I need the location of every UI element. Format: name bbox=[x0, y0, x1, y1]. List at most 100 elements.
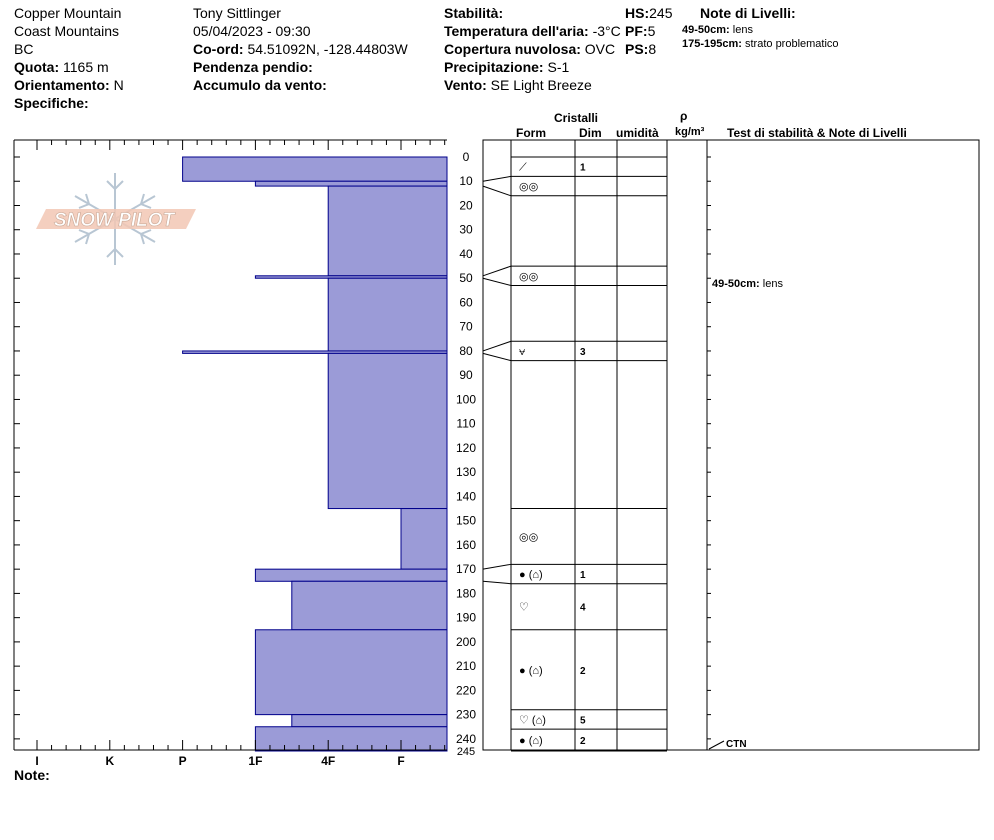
depth-tick-label: 200 bbox=[456, 635, 476, 649]
depth-tick-label: 10 bbox=[459, 174, 473, 188]
air-temp-value: -3°C bbox=[592, 23, 621, 39]
coordinates-row: Co-ord: 54.51092N, -128.44803W bbox=[193, 41, 408, 57]
size-header: Dim bbox=[579, 126, 602, 140]
depth-tick-label: 60 bbox=[459, 295, 473, 309]
observer-name: Tony Sittlinger bbox=[193, 5, 281, 21]
hardness-layer-bar bbox=[291, 580, 448, 631]
hardness-tick-label: K bbox=[105, 754, 114, 768]
hardness-tick-label: 4F bbox=[321, 754, 335, 768]
hardness-layer-bar bbox=[291, 714, 448, 728]
depth-tick-label: 230 bbox=[456, 708, 476, 722]
depth-tick-label: 20 bbox=[459, 198, 473, 212]
crystal-size-label: 2 bbox=[580, 666, 586, 677]
depth-tick-label: 240 bbox=[456, 732, 476, 746]
layer-connector-line bbox=[482, 185, 512, 197]
crystal-form-symbol: ◎◎ bbox=[519, 531, 538, 543]
elevation-row: Quota: 1165 m bbox=[14, 59, 109, 75]
layer-note-range: 175-195cm: bbox=[682, 38, 742, 50]
depth-tick-label: 50 bbox=[459, 271, 473, 285]
ps-label: PS: bbox=[625, 41, 649, 57]
crystals-header: Cristalli bbox=[554, 111, 599, 125]
layer-note-1: 49-50cm: lens bbox=[682, 24, 753, 37]
hardness-tick-label: I bbox=[35, 754, 38, 768]
notes-label: Note: bbox=[14, 767, 50, 783]
crystal-size-label: 1 bbox=[580, 570, 586, 581]
stability-test-label: CTN bbox=[726, 739, 747, 750]
hardness-layer-bar bbox=[182, 350, 448, 354]
observation-datetime: 05/04/2023 - 09:30 bbox=[193, 23, 311, 39]
coord-value: 54.51092N, -128.44803W bbox=[247, 41, 408, 57]
hardness-tick-label: P bbox=[179, 754, 187, 768]
depth-tick-label: 30 bbox=[459, 223, 473, 237]
crystal-form-symbol: ⩝ bbox=[519, 346, 525, 358]
depth-tick-label: 90 bbox=[459, 368, 473, 382]
annotation-text: lens bbox=[763, 278, 784, 290]
layer-note-text: strato problematico bbox=[745, 38, 839, 50]
crystal-form-symbol: ● (⌂) bbox=[519, 735, 543, 747]
hardness-tick-label: 1F bbox=[248, 754, 262, 768]
pf-row: PF:5 bbox=[625, 23, 655, 39]
depth-tick-label: 140 bbox=[456, 489, 476, 503]
layer-connector-line bbox=[482, 175, 512, 182]
snow-pilot-logo: SNOW PILOT bbox=[36, 173, 196, 265]
crystal-size-label: 2 bbox=[580, 736, 586, 747]
table-frame bbox=[482, 139, 980, 751]
stability-notes-header: Test di stabilità & Note di Livelli bbox=[727, 126, 907, 140]
depth-tick-label: 180 bbox=[456, 586, 476, 600]
hs-label: HS: bbox=[625, 5, 650, 21]
coord-label: Co-ord: bbox=[193, 41, 244, 57]
depth-tick-label: 80 bbox=[459, 344, 473, 358]
layer-notes-title: Note di Livelli: bbox=[700, 5, 796, 21]
crystal-form-symbol: ⟋ bbox=[519, 162, 527, 174]
crystal-form-symbol: ◎◎ bbox=[519, 271, 538, 283]
pf-label: PF: bbox=[625, 23, 648, 39]
hardness-layer-bar bbox=[327, 352, 448, 510]
stability-label: Stabilità: bbox=[444, 5, 504, 21]
layer-connector-line bbox=[482, 277, 512, 286]
location-name: Copper Mountain bbox=[14, 5, 122, 21]
crystal-size-label: 5 bbox=[580, 715, 586, 726]
depth-tick-label: 245 bbox=[457, 746, 475, 758]
crystal-size-label: 1 bbox=[580, 163, 586, 174]
form-header: Form bbox=[516, 126, 546, 140]
hardness-layer-bar bbox=[327, 185, 448, 277]
mountain-range: Coast Mountains bbox=[14, 23, 120, 39]
hardness-layers bbox=[182, 156, 448, 752]
wind-loading-label: Accumulo da vento: bbox=[193, 77, 327, 93]
hardness-axes: I K P 1F 4F F bbox=[13, 139, 447, 768]
rho-header: ρ bbox=[680, 109, 688, 123]
aspect-value: N bbox=[113, 77, 124, 93]
sky-label: Copertura nuvolosa: bbox=[444, 41, 581, 57]
layer-note-range: 49-50cm: bbox=[682, 24, 730, 36]
crystal-form-symbol: ♡ (⌂) bbox=[519, 714, 546, 726]
precip-label: Precipitazione: bbox=[444, 59, 544, 75]
depth-tick-label: 150 bbox=[456, 514, 476, 528]
layer-connector-line bbox=[482, 265, 512, 277]
ps-row: PS:8 bbox=[625, 41, 656, 57]
ps-value: 8 bbox=[648, 41, 657, 57]
precip-value: S-1 bbox=[547, 59, 570, 75]
elevation-label: Quota: bbox=[14, 59, 60, 75]
elevation-value: 1165 m bbox=[63, 59, 109, 75]
depth-tick-label: 0 bbox=[463, 150, 470, 164]
wind-row: Vento: SE Light Breeze bbox=[444, 77, 592, 93]
aspect-label: Orientamento: bbox=[14, 77, 110, 93]
density-unit-header: kg/m³ bbox=[675, 126, 705, 138]
crystal-form-symbol: ◎◎ bbox=[519, 181, 538, 193]
crystal-size-label: 3 bbox=[580, 347, 586, 358]
crystal-table: ⟋ 1 ◎◎ ◎◎ ⩝ 3 ◎◎ ● (⌂) 1 ♡ 4 ● (⌂) 2 ♡ (⌂) 5 ● (⌂) 2 49-5… bbox=[482, 139, 980, 752]
moisture-header: umidità bbox=[616, 126, 659, 140]
hs-value: 245 bbox=[649, 5, 673, 21]
stability-annotation: 49-50cm: lens bbox=[712, 278, 783, 290]
slope-label: Pendenza pendio: bbox=[193, 59, 313, 75]
depth-tick-label: 100 bbox=[456, 392, 476, 406]
aspect-row: Orientamento: N bbox=[14, 77, 124, 93]
depth-tick-label: 40 bbox=[459, 247, 473, 261]
specifics-label: Specifiche: bbox=[14, 95, 89, 111]
logo-text: SNOW PILOT bbox=[54, 210, 176, 231]
depth-tick-label: 190 bbox=[456, 611, 476, 625]
hardness-layer-bar bbox=[254, 568, 448, 582]
layer-connector-line bbox=[482, 352, 512, 362]
ctn-pointer-line bbox=[708, 740, 725, 750]
layer-note-text: lens bbox=[732, 24, 753, 36]
